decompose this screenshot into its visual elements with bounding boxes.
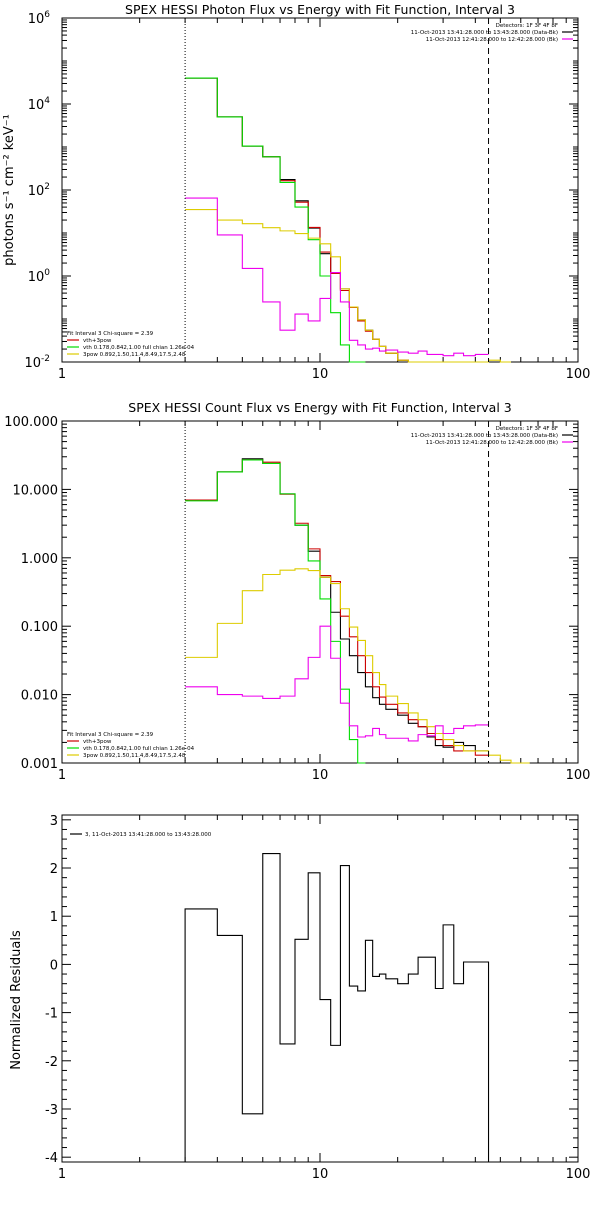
count-y-tick-label: 100.000 <box>4 415 58 430</box>
count-series-background <box>185 625 489 742</box>
count-series-data <box>185 458 489 752</box>
residuals-x-tick-label: 10 <box>312 1167 329 1182</box>
photon-legend-label: Detectors: 1F 3F 4F 8F <box>496 23 558 29</box>
photon-y-tick-label: 104 <box>28 96 51 113</box>
count-panel: 1 10 100 0.001 0.010 0.100 1.000 10.000 100.000 D… <box>4 415 590 783</box>
photon-legend-label: vth+3pow <box>83 338 112 344</box>
count-y-tick-label: 0.100 <box>21 620 58 635</box>
count-series-vth <box>185 459 366 764</box>
residuals-y-tick-label: 2 <box>50 862 58 877</box>
count-y-tick-label: 10.000 <box>13 483 59 498</box>
photon-x-tick-label: 1 <box>58 367 66 382</box>
photon-y-tick-label: 100 <box>28 268 51 285</box>
count-series-bpow <box>185 568 530 764</box>
count-y-tick-label: 0.010 <box>21 689 58 704</box>
count-chart-title: SPEX HESSI Count Flux vs Energy with Fit… <box>128 400 511 415</box>
count-x-tick-label: 100 <box>566 768 591 783</box>
residuals-series-data <box>184 853 490 1162</box>
residuals-legend-label: 3, 11-Oct-2013 13:41:28.000 to 13:43:28.… <box>85 832 212 838</box>
photon-legend-label: Fit Interval 3 Chi-square = 2.39 <box>67 331 154 337</box>
photon-legend-label: 11-Oct-2013 13:41:28.000 to 13:43:28.000… <box>411 30 558 36</box>
residuals-y-tick-label: -3 <box>45 1103 58 1118</box>
photon-y-tick-label: 106 <box>28 10 51 27</box>
photon-y-tick-label: 102 <box>28 182 50 199</box>
residuals-y-axis-label: Normalized Residuals <box>9 930 24 1070</box>
photon-y-tick-label: 10-2 <box>24 354 50 371</box>
count-legend-label: vth 0.178,0.842,1.00 full chian 1.26e-04 <box>83 746 195 752</box>
count-x-tick-label: 10 <box>312 768 329 783</box>
residuals-y-tick-label: -2 <box>45 1055 58 1070</box>
residuals-y-tick-label: 1 <box>50 910 58 925</box>
count-y-tick-label: 0.001 <box>21 757 58 772</box>
count-legend-label: 11-Oct-2013 13:41:28.000 to 13:43:28.000… <box>411 433 558 439</box>
residuals-x-tick-label: 100 <box>566 1167 591 1182</box>
residuals-y-tick-label: 0 <box>50 958 58 973</box>
photon-y-axis-label: photons s⁻¹ cm⁻² keV⁻¹ <box>2 114 17 266</box>
residuals-y-tick-label: -1 <box>45 1007 58 1022</box>
count-x-tick-label: 1 <box>58 768 66 783</box>
photon-series-background <box>185 197 489 357</box>
photon-series-vth <box>185 77 366 363</box>
residuals-x-tick-label: 1 <box>58 1167 66 1182</box>
photon-x-tick-label: 100 <box>566 367 591 382</box>
count-legend-label: Detectors: 1F 3F 4F 8F <box>496 426 558 432</box>
photon-y-tick-exponent: 4 <box>44 96 50 106</box>
photon-legend-label: vth 0.178,0.842,1.00 full chian 1.26e-04 <box>83 345 195 351</box>
photon-y-tick-exponent: 6 <box>44 10 50 20</box>
residuals-y-tick-label: -4 <box>45 1151 58 1166</box>
count-legend-label: 11-Oct-2013 12:41:28.000 to 12:42:28.000… <box>426 440 558 446</box>
photon-panel: 1 10 100 10-2 100 102 104 106 Detectors: 1F 3F 4… <box>24 10 590 382</box>
photon-legend-label: 11-Oct-2013 12:41:28.000 to 12:42:28.000… <box>426 37 558 43</box>
photon-legend-label: 3pow 0.892,1.50,11.4,8.49,17.5,2.48 <box>83 352 186 358</box>
count-legend-label: Fit Interval 3 Chi-square = 2.39 <box>67 732 154 738</box>
photon-y-tick-exponent: 2 <box>44 182 50 192</box>
photon-x-tick-label: 10 <box>312 367 329 382</box>
count-y-tick-label: 1.000 <box>21 552 58 567</box>
photon-y-tick-exponent: -2 <box>41 354 50 364</box>
count-legend-label: 3pow 0.892,1.50,11.4,8.49,17.5,2.48 <box>83 753 186 759</box>
photon-y-tick-exponent: 0 <box>44 268 50 278</box>
residuals-y-tick-label: 3 <box>50 814 58 829</box>
count-legend-label: vth+3pow <box>83 739 112 745</box>
residuals-panel: 1 10 100 -4 -3 -2 -1 0 1 2 3 3, 11-Oct-2013 13:41:2… <box>45 814 590 1182</box>
count-series-total <box>185 459 489 756</box>
photon-series-bpow <box>185 209 512 363</box>
photon-chart-title: SPEX HESSI Photon Flux vs Energy with Fi… <box>125 2 515 17</box>
